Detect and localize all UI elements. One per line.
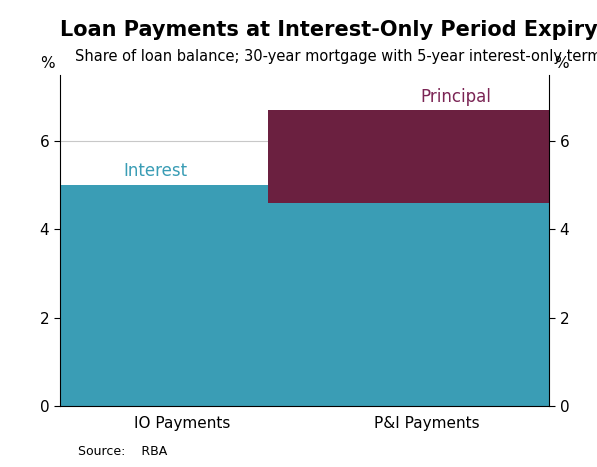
Bar <box>267 110 586 203</box>
Text: Loan Payments at Interest-Only Period Expiry: Loan Payments at Interest-Only Period Ex… <box>60 20 597 40</box>
Text: Source:    RBA: Source: RBA <box>78 445 167 458</box>
Text: Principal: Principal <box>421 88 492 106</box>
Text: Share of loan balance; 30-year mortgage with 5-year interest-only term: Share of loan balance; 30-year mortgage … <box>75 49 597 64</box>
Bar <box>267 203 586 406</box>
Bar <box>23 185 341 406</box>
Text: Interest: Interest <box>124 162 187 180</box>
Text: %: % <box>554 57 569 71</box>
Text: %: % <box>40 57 55 71</box>
